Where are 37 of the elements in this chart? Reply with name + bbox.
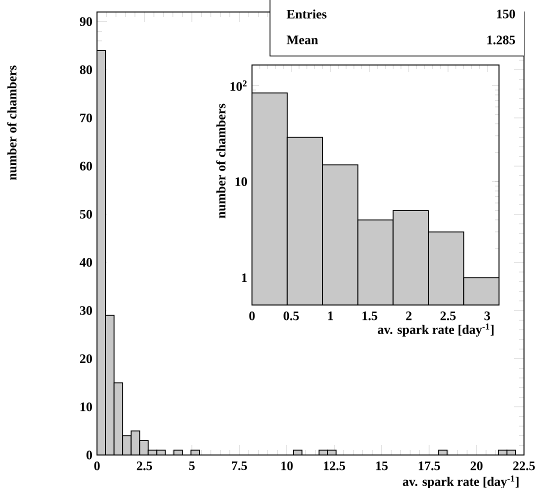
- x-tick-label: 5: [189, 462, 195, 470]
- y-tick-label: 50: [80, 210, 92, 219]
- x-tick-label: 20: [470, 462, 483, 470]
- annotation: 150: [497, 10, 515, 18]
- x-axis-title: av. spark rate [day$^{-1}$]: [378, 324, 494, 337]
- x-tick-label: 0.5: [284, 312, 299, 320]
- y-tick-label: 90: [80, 17, 92, 26]
- x-tick-label: 7.5: [232, 462, 247, 470]
- y-axis-title: number of chambers: [7, 66, 16, 180]
- y-tick-label: 40: [80, 258, 92, 267]
- x-tick-label: 15: [376, 462, 388, 470]
- annotation: Entries: [286, 9, 326, 19]
- y-tick-label: 20: [80, 354, 92, 364]
- y-tick-label: 60: [80, 162, 92, 170]
- x-tick-label: 22.5: [513, 462, 535, 470]
- x-tick-label: 2: [406, 312, 412, 320]
- y-tick-label: 80: [80, 65, 92, 74]
- y-axis-title: number of chambers: [216, 104, 226, 218]
- y-tick-label: 70: [80, 114, 92, 122]
- y-tick-label: 10$^{2}$: [230, 80, 247, 91]
- x-tick-label: 0: [94, 462, 100, 470]
- y-tick-label: 10: [236, 177, 247, 186]
- y-tick-label: 10: [80, 402, 92, 412]
- x-tick-label: 12.5: [324, 462, 346, 470]
- x-tick-label: 3: [484, 312, 490, 320]
- x-tick-label: 1: [328, 312, 333, 320]
- x-tick-label: 17.5: [418, 462, 440, 470]
- y-tick-label: 0: [86, 450, 92, 460]
- x-tick-label: 0: [249, 312, 255, 320]
- x-tick-label: 1.5: [362, 312, 378, 320]
- annotation: 1.285: [487, 36, 516, 44]
- x-tick-label: 2.5: [440, 312, 456, 320]
- x-tick-label: 2.5: [136, 462, 152, 470]
- annotation: Mean: [286, 36, 318, 44]
- y-tick-label: 1: [242, 273, 247, 282]
- x-tick-label: 10: [281, 462, 293, 470]
- y-tick-label: 30: [80, 306, 92, 315]
